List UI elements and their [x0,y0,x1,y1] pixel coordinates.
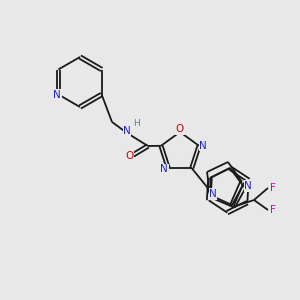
Text: F: F [270,183,276,193]
Text: N: N [53,89,61,100]
Text: N: N [209,189,217,199]
Text: N: N [123,126,131,136]
Text: H: H [133,119,140,128]
Text: O: O [125,151,133,161]
Text: N: N [244,181,252,191]
Text: N: N [160,164,168,174]
Text: O: O [176,124,184,134]
Text: F: F [270,205,276,215]
Text: N: N [199,141,207,151]
